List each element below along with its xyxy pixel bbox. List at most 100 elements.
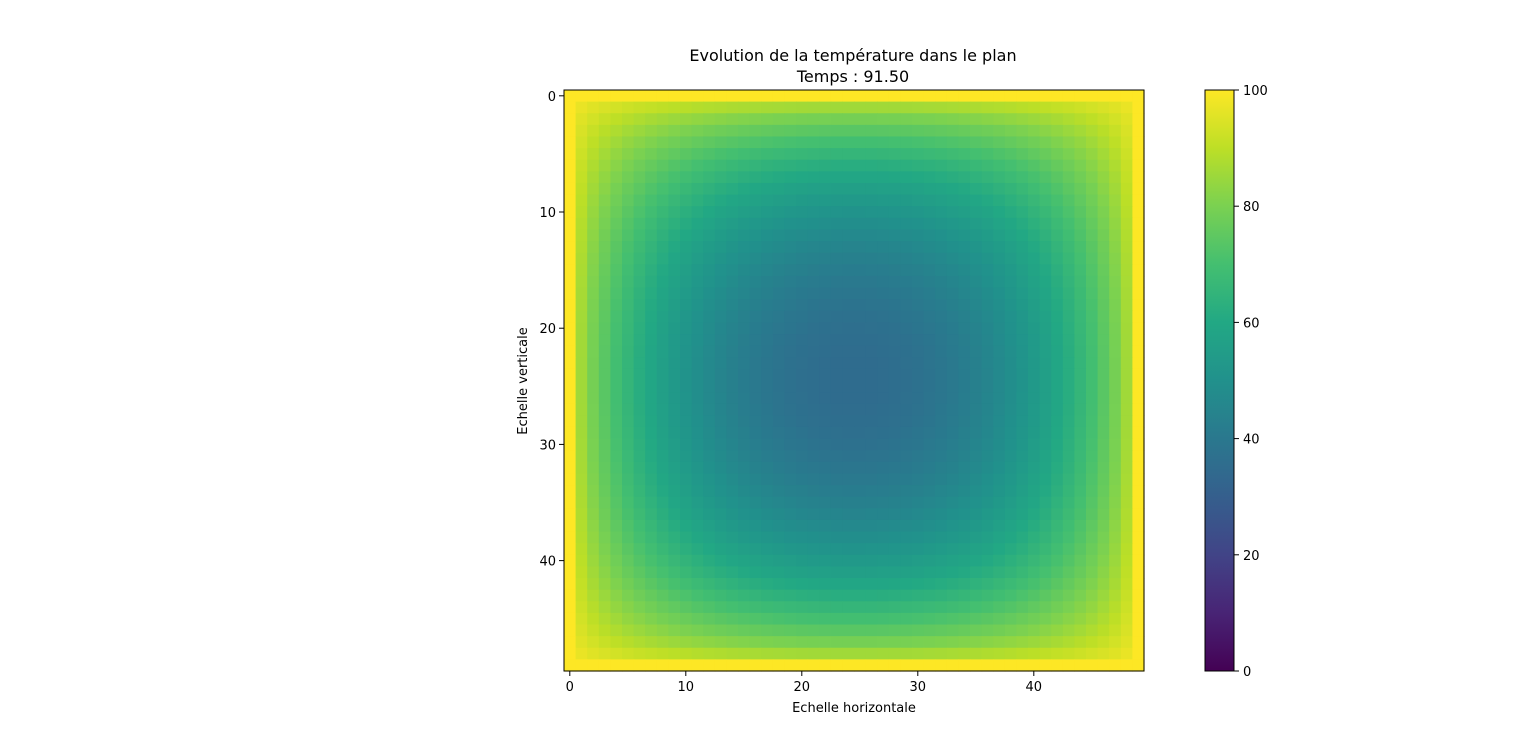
heatmap-cell bbox=[633, 403, 646, 416]
heatmap-cell bbox=[1120, 368, 1133, 382]
heatmap-cell bbox=[854, 543, 867, 556]
heatmap-cell bbox=[749, 171, 762, 184]
heatmap-cell bbox=[1120, 345, 1133, 358]
heatmap-cell bbox=[819, 124, 832, 138]
heatmap-cell bbox=[923, 182, 936, 196]
heatmap-cell bbox=[807, 543, 820, 556]
heatmap-cell bbox=[819, 461, 832, 475]
heatmap-cell bbox=[1109, 241, 1122, 254]
heatmap-cell bbox=[912, 252, 925, 265]
heatmap-cell bbox=[946, 357, 959, 370]
heatmap-cell bbox=[703, 659, 716, 672]
heatmap-cell bbox=[622, 601, 635, 614]
heatmap-cell bbox=[935, 322, 948, 335]
heatmap-cell bbox=[691, 310, 704, 323]
heatmap-cell bbox=[668, 264, 681, 277]
heatmap-cell bbox=[807, 101, 820, 114]
heatmap-cell bbox=[633, 334, 646, 347]
heatmap-cell bbox=[726, 438, 739, 451]
heatmap-cell bbox=[807, 403, 820, 416]
heatmap-cell bbox=[842, 252, 855, 265]
heatmap-cell bbox=[598, 310, 611, 323]
heatmap-cell bbox=[970, 241, 983, 254]
heatmap-cell bbox=[888, 229, 901, 242]
heatmap-cell bbox=[923, 357, 936, 370]
heatmap-cell bbox=[807, 578, 820, 591]
heatmap-cell bbox=[1028, 136, 1041, 149]
heatmap-cell bbox=[784, 159, 797, 172]
heatmap-cell bbox=[912, 589, 925, 602]
heatmap-cell bbox=[726, 148, 739, 161]
heatmap-cell bbox=[1074, 461, 1087, 475]
heatmap-cell bbox=[680, 264, 693, 277]
heatmap-cell bbox=[923, 589, 936, 602]
heatmap-cell bbox=[633, 229, 646, 242]
heatmap-cell bbox=[888, 357, 901, 370]
heatmap-cell bbox=[1039, 531, 1052, 544]
heatmap-cell bbox=[1016, 392, 1029, 405]
heatmap-cell bbox=[807, 264, 820, 277]
heatmap-cell bbox=[1016, 101, 1029, 114]
heatmap-cell bbox=[912, 345, 925, 358]
heatmap-cell bbox=[1039, 403, 1052, 416]
heatmap-cell bbox=[1086, 426, 1099, 440]
heatmap-cell bbox=[900, 171, 913, 184]
heatmap-cell bbox=[1039, 461, 1052, 475]
heatmap-cell bbox=[738, 461, 751, 475]
heatmap-cell bbox=[970, 508, 983, 521]
heatmap-cell bbox=[981, 148, 994, 161]
heatmap-cell bbox=[819, 554, 832, 568]
heatmap-cell bbox=[1062, 334, 1075, 347]
heatmap-cell bbox=[633, 415, 646, 428]
heatmap-cell bbox=[1097, 508, 1110, 521]
heatmap-cell bbox=[784, 496, 797, 509]
heatmap-cell bbox=[772, 334, 785, 347]
heatmap-cell bbox=[854, 485, 867, 498]
heatmap-cell bbox=[912, 217, 925, 231]
heatmap-cell bbox=[749, 461, 762, 475]
heatmap-cell bbox=[1062, 229, 1075, 242]
heatmap-cell bbox=[656, 264, 669, 277]
heatmap-cell bbox=[912, 450, 925, 463]
heatmap-cell bbox=[958, 171, 971, 184]
heatmap-cell bbox=[1039, 485, 1052, 498]
heatmap-cell bbox=[622, 124, 635, 138]
heatmap-cell bbox=[877, 461, 890, 475]
heatmap-cell bbox=[610, 310, 623, 323]
heatmap-cell bbox=[1086, 217, 1099, 231]
heatmap-cell bbox=[1074, 578, 1087, 591]
heatmap-cell bbox=[993, 601, 1006, 614]
heatmap-cell bbox=[993, 392, 1006, 405]
heatmap-cell bbox=[796, 322, 809, 335]
heatmap-cell bbox=[946, 345, 959, 358]
y-tick-label: 40 bbox=[539, 555, 556, 570]
heatmap-cell bbox=[668, 171, 681, 184]
heatmap-cell bbox=[946, 578, 959, 591]
heatmap-cell bbox=[784, 101, 797, 114]
heatmap-cell bbox=[680, 124, 693, 138]
heatmap-cell bbox=[1074, 182, 1087, 196]
heatmap-cell bbox=[680, 334, 693, 347]
heatmap-cell bbox=[761, 554, 774, 568]
heatmap-cell bbox=[1109, 426, 1122, 440]
heatmap-cell bbox=[1039, 90, 1052, 103]
heatmap-cell bbox=[749, 438, 762, 451]
heatmap-cell bbox=[1028, 601, 1041, 614]
heatmap-cell bbox=[946, 426, 959, 440]
heatmap-cell bbox=[1051, 368, 1064, 382]
heatmap-cell bbox=[970, 485, 983, 498]
heatmap-cell bbox=[587, 159, 600, 172]
x-tick-label: 10 bbox=[678, 680, 695, 695]
y-tick-label: 0 bbox=[548, 90, 556, 105]
heatmap-cell bbox=[842, 136, 855, 149]
heatmap-cell bbox=[668, 624, 681, 637]
heatmap-cell bbox=[645, 508, 658, 521]
heatmap-cell bbox=[575, 636, 588, 649]
heatmap-cell bbox=[819, 194, 832, 207]
heatmap-cell bbox=[854, 624, 867, 637]
heatmap-cell bbox=[738, 636, 751, 649]
heatmap-cell bbox=[575, 461, 588, 475]
heatmap-cell bbox=[1120, 229, 1133, 242]
heatmap-cell bbox=[703, 136, 716, 149]
